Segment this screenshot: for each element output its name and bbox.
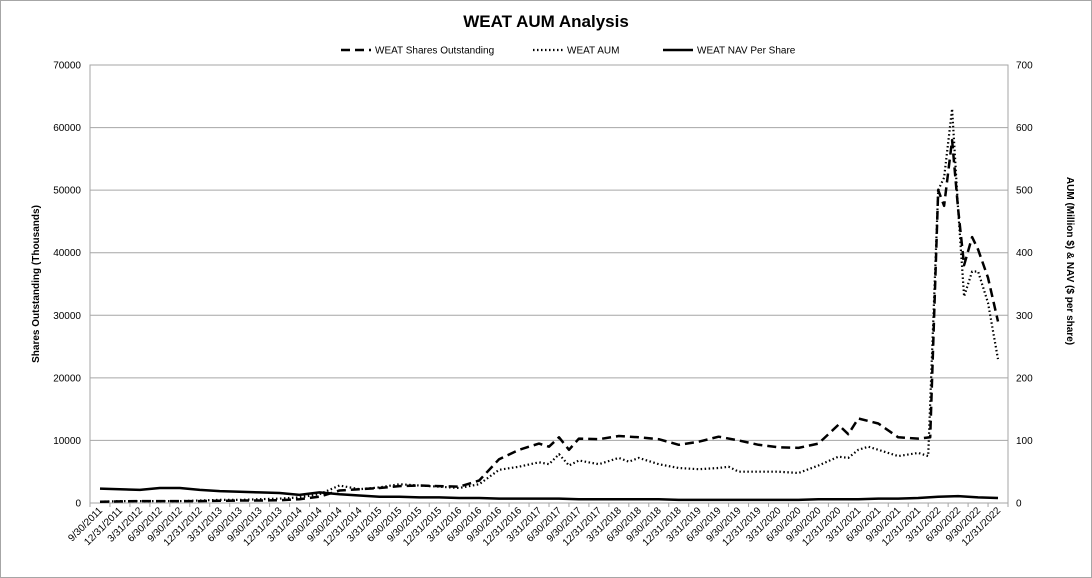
series-aum-line [99, 107, 1000, 503]
legend-item: WEAT Shares Outstanding [341, 46, 494, 57]
y-right-tick-label: 600 [1016, 123, 1033, 134]
y-right-tick-label: 200 [1016, 373, 1033, 384]
y-right-tick-label: 100 [1016, 436, 1033, 447]
series-nav-line [99, 486, 999, 502]
y-axis-left-label: Shares Outstanding (Thousands) [31, 205, 42, 363]
y-left-tick-label: 10000 [53, 436, 81, 447]
y-right-tick-label: 300 [1016, 311, 1033, 322]
y-axis-right-label: AUM (Million $) & NAV ($ per share) [1064, 177, 1075, 345]
axes: 0 10000 20000 30000 40000 50000 60000 70000 0 100… [53, 61, 1033, 549]
series-shares-outstanding-line [99, 138, 1000, 503]
gridlines [90, 64, 1008, 504]
y-left-tick-label: 50000 [53, 186, 81, 197]
plot-area-border [89, 64, 1009, 504]
y-left-tick-label: 0 [75, 499, 81, 510]
legend-label: WEAT Shares Outstanding [375, 46, 494, 57]
y-right-tick-label: 400 [1016, 248, 1033, 259]
series-layer [99, 107, 1000, 503]
legend-item: WEAT AUM [533, 46, 619, 57]
y-right-tick-label: 0 [1016, 499, 1022, 510]
legend: WEAT Shares Outstanding WEAT AUM WEAT NAV … [341, 46, 796, 57]
chart-title: WEAT AUM Analysis [463, 12, 629, 31]
y-right-tick-label: 500 [1016, 186, 1033, 197]
y-left-tick-label: 30000 [53, 311, 81, 322]
y-left-tick-label: 20000 [53, 373, 81, 384]
legend-label: WEAT AUM [567, 46, 619, 57]
legend-item: WEAT NAV Per Share [663, 46, 796, 57]
y-left-tick-label: 40000 [53, 248, 81, 259]
y-left-tick-label: 60000 [53, 123, 81, 134]
y-left-tick-label: 70000 [53, 61, 81, 72]
legend-label: WEAT NAV Per Share [697, 46, 796, 57]
y-right-tick-label: 700 [1016, 61, 1033, 72]
